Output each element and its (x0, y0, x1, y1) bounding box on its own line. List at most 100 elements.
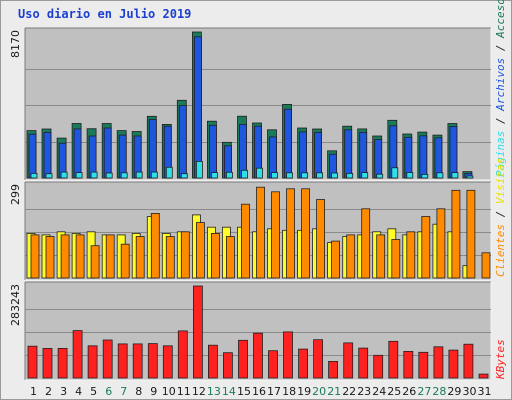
kbytes-bar-day-4 (72, 330, 83, 379)
pages-bar-day-8 (135, 171, 143, 179)
pages-bar-day-9 (150, 171, 158, 179)
day-label-16: 16 (252, 385, 266, 398)
day-label-8: 8 (135, 385, 142, 398)
pages-bar-day-21 (331, 172, 339, 179)
pages-bar-day-20 (316, 172, 324, 179)
kbytes-bar-day-23 (358, 347, 369, 379)
clients-bar-day-16 (256, 186, 265, 279)
kbytes-bar-day-19 (298, 348, 309, 379)
day-label-7: 7 (120, 385, 127, 398)
pages-bar-day-24 (376, 173, 384, 179)
kbytes-bar-day-28 (433, 346, 444, 379)
files-bar-day-17 (269, 136, 277, 179)
y-max-label-panel-2: 299 (9, 184, 22, 205)
kbytes-bar-day-18 (283, 331, 293, 379)
day-label-13: 13 (207, 385, 221, 398)
files-bar-day-13 (208, 124, 217, 179)
day-label-14: 14 (222, 385, 236, 398)
chart-panel-1: 8170 (9, 27, 492, 181)
clients-bar-day-31 (481, 252, 491, 279)
chart-panel-2: 299 (9, 181, 492, 281)
files-bar-day-7 (118, 134, 127, 179)
pages-bar-day-11 (180, 173, 188, 179)
day-label-10: 10 (162, 385, 176, 398)
y-max-label-panel-1: 8170 (9, 30, 22, 58)
clients-bar-day-7 (120, 243, 130, 279)
clients-bar-day-30 (466, 189, 476, 279)
day-label-30: 30 (463, 385, 477, 398)
kbytes-bar-day-21 (328, 360, 339, 379)
day-label-27: 27 (417, 385, 431, 398)
clients-bar-day-12 (195, 222, 205, 279)
files-bar-day-23 (359, 131, 368, 179)
pages-bar-day-3 (60, 171, 68, 179)
pages-bar-day-16 (256, 167, 263, 179)
files-bar-day-12 (193, 36, 202, 179)
legend-accesses: Accesos (494, 0, 507, 38)
pages-bar-day-29 (451, 172, 459, 179)
day-label-2: 2 (45, 385, 52, 398)
pages-bar-day-23 (361, 172, 369, 179)
legend-sep-2: / (494, 37, 507, 58)
clients-bar-day-14 (225, 236, 235, 279)
files-bar-day-1 (28, 133, 37, 179)
kbytes-bar-day-22 (343, 342, 354, 379)
kbytes-bar-day-2 (42, 347, 53, 379)
files-bar-day-2 (43, 131, 52, 179)
pages-bar-day-25 (391, 167, 399, 179)
kbytes-bar-day-27 (418, 351, 429, 379)
clients-bar-day-27 (421, 216, 431, 279)
kbytes-bar-day-11 (177, 330, 188, 379)
clients-bar-day-23 (361, 208, 371, 279)
clients-bar-day-28 (436, 208, 446, 279)
pages-bar-day-4 (75, 172, 83, 179)
day-label-23: 23 (357, 385, 371, 398)
clients-bar-day-25 (391, 239, 401, 279)
clients-bar-day-13 (210, 232, 220, 279)
legend-top: Páginas / Archivos / Accesos (494, 0, 507, 177)
clients-bar-day-6 (105, 234, 115, 279)
files-bar-day-18 (284, 108, 292, 179)
kbytes-bar-day-3 (57, 347, 68, 379)
files-bar-day-11 (178, 105, 187, 179)
clients-bar-day-26 (406, 231, 416, 279)
clients-bar-day-17 (271, 191, 280, 279)
kbytes-bar-day-14 (222, 352, 233, 379)
pages-bar-day-10 (165, 166, 173, 179)
clients-bar-day-10 (165, 236, 175, 279)
day-label-19: 19 (297, 385, 311, 398)
pages-bar-day-12 (195, 160, 203, 179)
files-bar-day-5 (88, 135, 97, 179)
clients-bar-day-29 (451, 189, 461, 279)
pages-bar-day-30 (466, 175, 474, 179)
chart-panel-3: 283243 (9, 281, 492, 381)
day-label-20: 20 (312, 385, 326, 398)
kbytes-bar-day-26 (403, 350, 414, 379)
clients-bar-day-2 (45, 236, 55, 279)
files-bar-day-19 (299, 131, 308, 179)
pages-bar-day-19 (301, 172, 309, 179)
pages-bar-day-5 (90, 171, 98, 179)
chart-title: Uso diario en Julio 2019 (18, 7, 192, 21)
day-label-1: 1 (30, 385, 37, 398)
legend-kbytes: KBytes (494, 339, 507, 379)
clients-bar-day-8 (135, 236, 145, 279)
clients-bar-day-5 (90, 245, 100, 279)
day-label-18: 18 (282, 385, 296, 398)
pages-bar-day-1 (30, 172, 38, 179)
clients-bar-day-21 (331, 240, 341, 279)
files-bar-day-4 (73, 128, 82, 179)
files-bar-day-6 (103, 127, 112, 179)
kbytes-bar-day-15 (238, 339, 248, 379)
pages-bar-day-15 (241, 169, 248, 179)
files-bar-day-27 (419, 135, 428, 179)
files-bar-day-28 (434, 137, 443, 179)
day-label-29: 29 (447, 385, 461, 398)
kbytes-bar-day-1 (27, 345, 38, 379)
kbytes-bar-day-17 (268, 350, 278, 379)
files-bar-day-22 (344, 129, 353, 179)
kbytes-bar-day-7 (117, 343, 128, 379)
day-label-15: 15 (237, 385, 251, 398)
kbytes-bar-day-20 (313, 339, 324, 379)
